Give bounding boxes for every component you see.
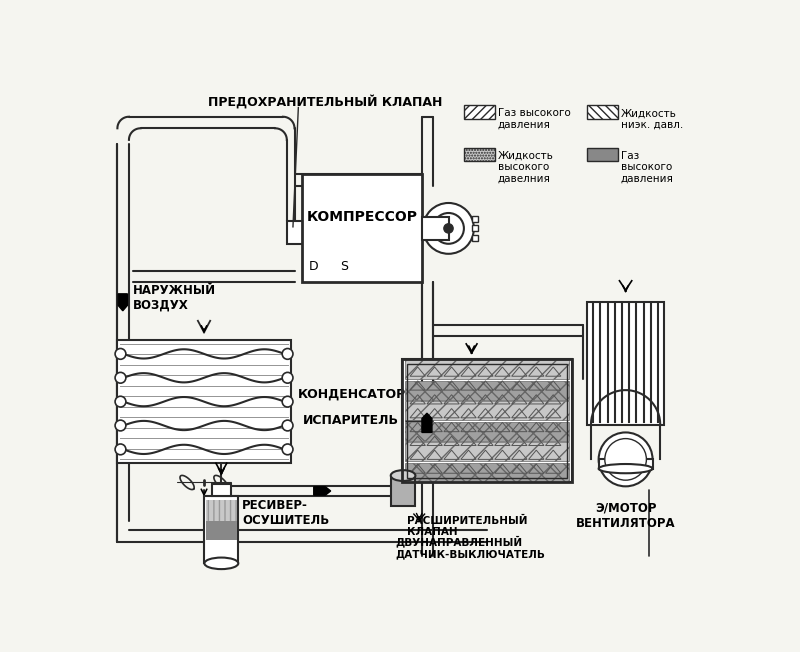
Text: РЕСИВЕР-
ОСУШИТЕЛЬ: РЕСИВЕР- ОСУШИТЕЛЬ xyxy=(242,499,330,527)
Text: КОНДЕНСАТОР: КОНДЕНСАТОР xyxy=(298,387,406,400)
Circle shape xyxy=(115,349,126,359)
Text: ИСПАРИТЕЛЬ: ИСПАРИТЕЛЬ xyxy=(302,415,398,428)
Text: Жидкость
высокого
давелния: Жидкость высокого давелния xyxy=(498,151,554,184)
Ellipse shape xyxy=(205,557,238,569)
Text: ПРЕДОХРАНИТЕЛЬНЫЙ КЛАПАН: ПРЕДОХРАНИТЕЛЬНЫЙ КЛАПАН xyxy=(208,95,442,108)
Bar xyxy=(402,359,572,482)
FancyArrow shape xyxy=(422,413,432,432)
FancyArrow shape xyxy=(118,294,127,311)
Text: S: S xyxy=(341,260,349,273)
Bar xyxy=(464,147,494,162)
Circle shape xyxy=(605,439,646,480)
Bar xyxy=(302,175,422,282)
Text: РАСШИРИТЕЛЬНЫЙ
КЛАПАН: РАСШИРИТЕЛЬНЫЙ КЛАПАН xyxy=(407,516,527,537)
Circle shape xyxy=(115,444,126,455)
Circle shape xyxy=(423,203,474,254)
Text: Газ
высокого
давления: Газ высокого давления xyxy=(621,151,674,184)
Bar xyxy=(405,381,570,400)
Circle shape xyxy=(282,444,293,455)
Bar xyxy=(422,217,449,240)
Bar xyxy=(402,359,572,482)
FancyArrow shape xyxy=(314,487,330,496)
Bar xyxy=(118,340,290,463)
Circle shape xyxy=(282,420,293,431)
Bar xyxy=(405,442,570,461)
Circle shape xyxy=(115,420,126,431)
Circle shape xyxy=(282,372,293,383)
Text: Газ высокого
давления: Газ высокого давления xyxy=(498,108,570,130)
Text: КОМПРЕССОР: КОМПРЕССОР xyxy=(306,210,418,224)
Text: НАРУЖНЫЙ
ВОЗДУХ: НАРУЖНЫЙ ВОЗДУХ xyxy=(133,284,216,312)
Bar xyxy=(405,422,570,441)
Bar xyxy=(206,521,237,541)
Bar xyxy=(390,475,415,507)
Bar xyxy=(405,360,570,379)
Text: Э/МОТОР
ВЕНТИЛЯТОРА: Э/МОТОР ВЕНТИЛЯТОРА xyxy=(576,502,675,529)
Text: D: D xyxy=(309,260,318,273)
Circle shape xyxy=(282,396,293,407)
Ellipse shape xyxy=(598,464,653,473)
Bar xyxy=(472,235,478,241)
Ellipse shape xyxy=(390,470,415,481)
Bar xyxy=(405,401,570,420)
Bar xyxy=(407,364,567,478)
Text: ДВУНАПРАВЛЕННЫЙ
ДАТЧИК-ВЫКЛЮЧАТЕЛЬ: ДВУНАПРАВЛЕННЫЙ ДАТЧИК-ВЫКЛЮЧАТЕЛЬ xyxy=(395,536,546,559)
Bar xyxy=(587,147,618,162)
Bar xyxy=(405,463,570,482)
Circle shape xyxy=(115,396,126,407)
Text: Жидкость
ниэк. давл.: Жидкость ниэк. давл. xyxy=(621,108,683,130)
Circle shape xyxy=(598,432,653,486)
Circle shape xyxy=(115,372,126,383)
Bar xyxy=(205,496,238,563)
Bar xyxy=(472,226,478,231)
Circle shape xyxy=(444,224,453,233)
Bar xyxy=(587,105,618,119)
Bar xyxy=(472,216,478,222)
Circle shape xyxy=(433,213,464,244)
Circle shape xyxy=(282,349,293,359)
Bar xyxy=(598,460,653,469)
Bar xyxy=(212,484,230,496)
Bar xyxy=(287,220,304,244)
Bar xyxy=(587,301,664,424)
Bar xyxy=(464,105,494,119)
Bar xyxy=(206,500,237,541)
